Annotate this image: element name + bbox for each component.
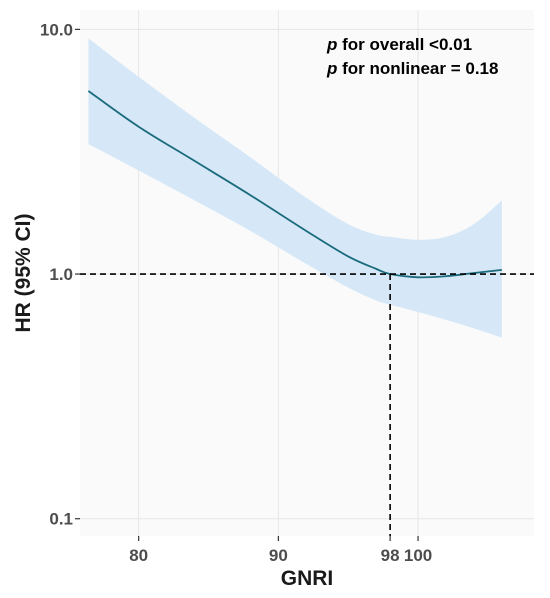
y-axis-ticks: 0.1 1.0 10.0	[40, 20, 80, 529]
ci-band	[88, 38, 502, 338]
y-tick-label: 1.0	[49, 265, 73, 284]
y-axis-title: HR (95% CI)	[12, 213, 35, 332]
x-tick-label: 98	[381, 546, 400, 565]
x-tick-label: 100	[404, 546, 432, 565]
p-value-annotation: p for overall <0.01	[326, 35, 472, 54]
y-tick-label: 10.0	[40, 20, 73, 39]
x-axis-ticks: 80 90 98 100	[129, 536, 432, 565]
y-tick-label: 0.1	[49, 510, 73, 529]
hr-line	[87, 90, 502, 279]
annotations: p for overall <0.01 p for nonlinear = 0.1…	[326, 35, 498, 78]
x-tick-label: 80	[129, 546, 148, 565]
x-tick-label: 90	[269, 546, 288, 565]
p-value-annotation: p for nonlinear = 0.18	[326, 59, 498, 78]
x-axis-title: GNRI	[281, 567, 334, 590]
